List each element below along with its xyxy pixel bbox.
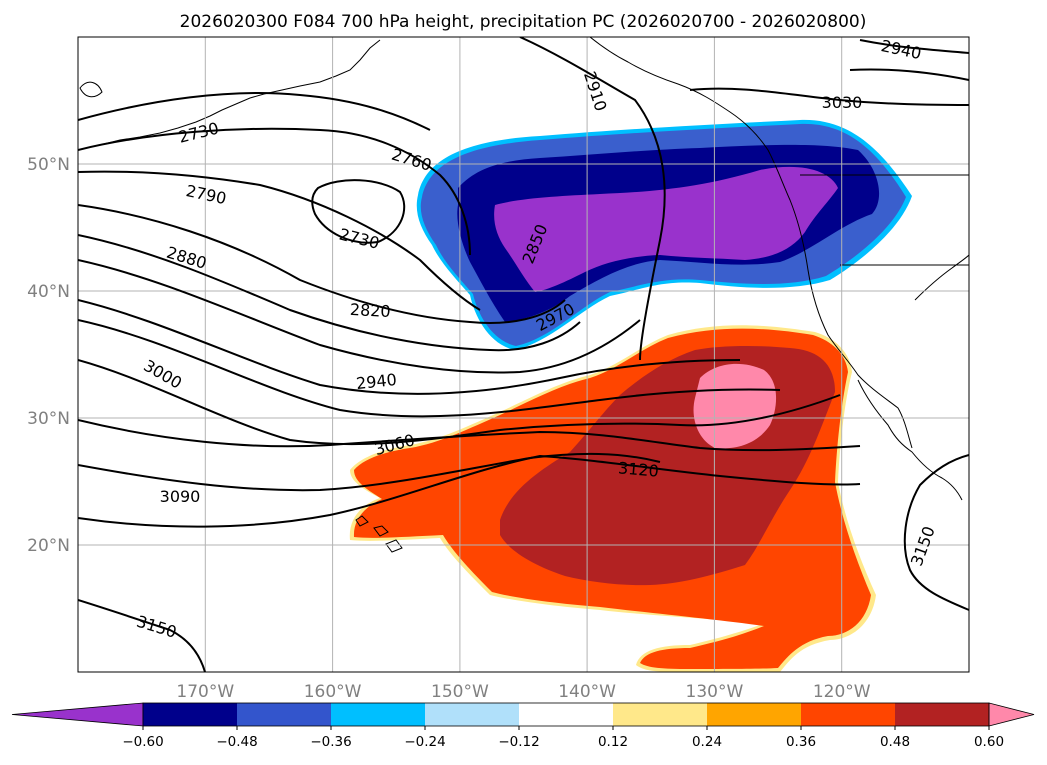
contour-2730-west: [78, 91, 431, 131]
colorbar-segment: [895, 703, 990, 726]
contour-label: 3090: [160, 487, 201, 506]
colorbar-segment: [519, 703, 614, 726]
lat-label: 20°N: [27, 536, 70, 556]
colorbar-segment: [425, 703, 520, 726]
longitude-labels: 170°W 160°W 150°W 140°W 130°W 120°W: [176, 682, 870, 702]
colorbar-tick-label: −0.12: [498, 734, 539, 750]
contour-label: 3120: [617, 458, 659, 480]
lat-label: 30°N: [27, 409, 70, 429]
lon-label: 150°W: [431, 682, 489, 702]
lat-label: 40°N: [27, 282, 70, 302]
colorbar-tick-label: 0.48: [880, 734, 910, 750]
colorbar-tick-label: −0.60: [122, 734, 163, 750]
contour-2850: [78, 234, 581, 352]
contour-3150-west: [78, 599, 206, 672]
contour-3030-east: [849, 68, 969, 81]
contour-3120: [78, 454, 861, 528]
coast-baja: [857, 379, 963, 501]
coast-alaska: [79, 81, 103, 98]
colorbar-tick-label: −0.48: [216, 734, 257, 750]
contour-3000: [78, 359, 841, 446]
contour-2940-north: [859, 39, 969, 54]
colorbar-tick-label: −0.24: [404, 734, 445, 750]
contour-2880: [78, 259, 641, 374]
contour-3150-east: [903, 454, 969, 611]
contour-3090: [78, 452, 661, 492]
height-contours: [78, 37, 969, 672]
colorbar-outline: [142, 702, 990, 727]
coastlines: [79, 37, 969, 553]
lon-label: 120°W: [813, 682, 871, 702]
colorbar-segment: [331, 703, 426, 726]
colorbar-tick-label: 0.24: [692, 734, 722, 750]
lon-label: 130°W: [686, 682, 744, 702]
contour-2760: [78, 127, 471, 256]
colorbar-tick-label: 0.60: [974, 734, 1004, 750]
lon-label: 170°W: [176, 682, 234, 702]
contour-3030-north: [689, 87, 969, 106]
colorbar-tick-label: −0.36: [310, 734, 351, 750]
contour-2730-closed: [311, 179, 406, 244]
coast-aleutians: [99, 39, 381, 146]
colorbar-tick-label: 0.36: [786, 734, 816, 750]
map-panel: 2940 2910 3030 2730 2760 2790 2730 2850 …: [78, 37, 969, 672]
coast-gulf-alaska: [589, 37, 913, 449]
contour-label: 2820: [349, 300, 391, 321]
contour-2790: [78, 170, 481, 311]
lon-label: 140°W: [558, 682, 616, 702]
contour-2940-mid: [78, 299, 741, 395]
colorbar-segment: [801, 703, 896, 726]
colorbar-segment: [237, 703, 332, 726]
latitude-labels: 50°N 40°N 30°N 20°N: [27, 155, 70, 556]
colorbar-extend-high: [988, 702, 1035, 727]
map-frame: [77, 36, 970, 673]
colorbar-extend-low: [11, 702, 144, 727]
lon-label: 160°W: [304, 682, 362, 702]
colorbar-segment: [143, 703, 238, 726]
colorbar-tick-label: 0.12: [598, 734, 628, 750]
contour-2910: [519, 37, 666, 361]
gridlines: [78, 37, 969, 672]
contour-label: 2940: [355, 370, 397, 393]
contour-3060: [78, 419, 861, 452]
colorbar-segment: [707, 703, 802, 726]
lat-label: 50°N: [27, 155, 70, 175]
contour-label: 3030: [822, 93, 863, 112]
contour-2970: [78, 319, 781, 418]
negative-anomaly-region: [416, 119, 912, 350]
colorbar: −0.60 −0.48 −0.36 −0.24 −0.12 0.12 0.24 0.36 0.4…: [11, 702, 1035, 750]
colorbar-segment: [613, 703, 708, 726]
negative-anomaly-strong: [494, 166, 838, 292]
coast-hawaii: [355, 515, 403, 553]
figure-title: 2026020300 F084 700 hPa height, precipit…: [180, 12, 867, 32]
contour-2820: [78, 204, 566, 325]
